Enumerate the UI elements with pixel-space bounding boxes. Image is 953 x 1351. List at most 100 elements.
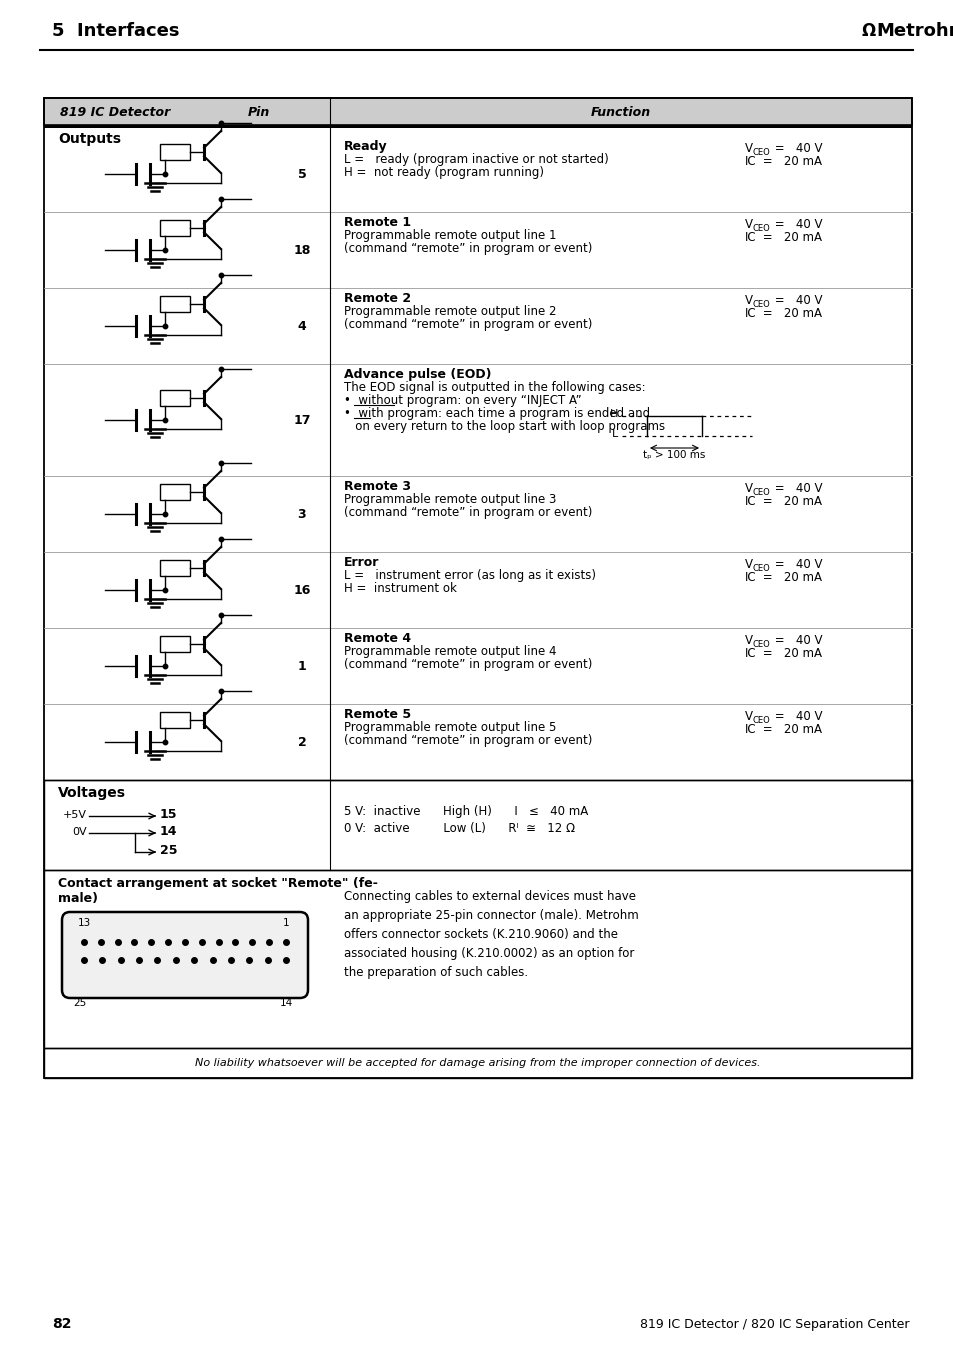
Text: 14: 14 (279, 998, 293, 1008)
Text: L =   ready (program inactive or not started): L = ready (program inactive or not start… (344, 153, 608, 166)
Text: Ready: Ready (344, 141, 387, 153)
Text: 0 V:  active         Low (L)      Rᴵ  ≅   12 Ω: 0 V: active Low (L) Rᴵ ≅ 12 Ω (344, 821, 575, 835)
Text: Function: Function (590, 105, 650, 119)
Text: CEO: CEO (752, 149, 770, 157)
Text: V: V (744, 634, 752, 647)
Text: 5: 5 (297, 168, 306, 181)
Text: =   40 V: = 40 V (770, 295, 821, 307)
Text: +5V: +5V (63, 811, 87, 820)
Text: 1: 1 (297, 661, 306, 673)
Text: =   40 V: = 40 V (770, 482, 821, 494)
Bar (160, 145, 190, 159)
Text: Remote 4: Remote 4 (344, 632, 411, 644)
Text: IC: IC (744, 494, 756, 508)
Text: (command “remote” in program or event): (command “remote” in program or event) (344, 242, 592, 255)
Text: H =  not ready (program running): H = not ready (program running) (344, 166, 543, 178)
Text: Programmable remote output line 4: Programmable remote output line 4 (344, 644, 556, 658)
Text: H =  instrument ok: H = instrument ok (344, 582, 456, 594)
Text: Advance pulse (EOD): Advance pulse (EOD) (344, 367, 491, 381)
Text: Remote 5: Remote 5 (344, 708, 411, 721)
Text: CEO: CEO (752, 716, 770, 725)
Text: =   40 V: = 40 V (770, 218, 821, 231)
Text: =   20 mA: = 20 mA (759, 571, 821, 584)
Text: CEO: CEO (752, 224, 770, 232)
FancyBboxPatch shape (62, 912, 308, 998)
Text: 819 IC Detector / 820 IC Separation Center: 819 IC Detector / 820 IC Separation Cent… (639, 1319, 909, 1331)
Text: IC: IC (744, 231, 756, 245)
Text: H: H (609, 409, 618, 419)
Text: No liability whatsoever will be accepted for damage arising from the improper co: No liability whatsoever will be accepted… (195, 1058, 760, 1069)
Text: CEO: CEO (752, 300, 770, 309)
Text: 1: 1 (282, 917, 289, 928)
Text: 819 IC Detector: 819 IC Detector (60, 105, 170, 119)
Text: 17: 17 (293, 413, 311, 427)
Text: V: V (744, 142, 752, 155)
Text: on every return to the loop start with loop programs: on every return to the loop start with l… (344, 420, 664, 434)
Text: =   40 V: = 40 V (770, 142, 821, 155)
Text: Programmable remote output line 3: Programmable remote output line 3 (344, 493, 556, 507)
Text: IC: IC (744, 307, 756, 320)
Bar (160, 296, 190, 312)
Text: 82: 82 (52, 1317, 71, 1331)
Text: =   20 mA: = 20 mA (759, 723, 821, 736)
Text: 14: 14 (160, 825, 177, 838)
Bar (160, 712, 190, 728)
Text: Remote 1: Remote 1 (344, 216, 411, 230)
Text: •  without program: on every “INJECT A”: • without program: on every “INJECT A” (344, 394, 581, 407)
Text: Connecting cables to external devices must have
an appropriate 25-pin connector : Connecting cables to external devices mu… (344, 890, 639, 979)
Text: (command “remote” in program or event): (command “remote” in program or event) (344, 658, 592, 671)
Text: Outputs: Outputs (58, 132, 121, 146)
Text: =   40 V: = 40 V (770, 711, 821, 723)
Text: male): male) (58, 892, 98, 905)
Text: Remote 2: Remote 2 (344, 292, 411, 305)
Text: 15: 15 (160, 808, 177, 821)
Text: 5 V:  inactive      High (H)      I   ≤   40 mA: 5 V: inactive High (H) I ≤ 40 mA (344, 805, 588, 817)
Text: Remote 3: Remote 3 (344, 480, 411, 493)
Text: The EOD signal is outputted in the following cases:: The EOD signal is outputted in the follo… (344, 381, 645, 394)
Text: 25: 25 (73, 998, 87, 1008)
Text: Metrohm: Metrohm (875, 22, 953, 41)
Text: =   20 mA: = 20 mA (759, 647, 821, 661)
Text: Programmable remote output line 1: Programmable remote output line 1 (344, 230, 556, 242)
Text: 25: 25 (160, 844, 177, 857)
Text: =   40 V: = 40 V (770, 634, 821, 647)
Text: L =   instrument error (as long as it exists): L = instrument error (as long as it exis… (344, 569, 596, 582)
Text: V: V (744, 218, 752, 231)
Text: tₚ > 100 ms: tₚ > 100 ms (642, 450, 705, 459)
Text: Error: Error (344, 557, 379, 569)
Text: =   20 mA: = 20 mA (759, 307, 821, 320)
Text: Programmable remote output line 2: Programmable remote output line 2 (344, 305, 556, 317)
Text: CEO: CEO (752, 640, 770, 648)
Bar (160, 390, 190, 407)
Bar (160, 636, 190, 653)
Text: Voltages: Voltages (58, 786, 126, 800)
Text: V: V (744, 558, 752, 571)
Text: IC: IC (744, 723, 756, 736)
Text: 5  Interfaces: 5 Interfaces (52, 22, 179, 41)
Text: 13: 13 (77, 917, 91, 928)
Text: CEO: CEO (752, 488, 770, 497)
Text: L: L (611, 430, 618, 439)
Text: Programmable remote output line 5: Programmable remote output line 5 (344, 721, 556, 734)
Text: CEO: CEO (752, 563, 770, 573)
Text: Ω: Ω (862, 22, 876, 41)
Text: IC: IC (744, 155, 756, 168)
Text: V: V (744, 295, 752, 307)
Text: V: V (744, 482, 752, 494)
Bar (160, 484, 190, 500)
Bar (44, 870, 911, 1048)
Bar (44, 780, 911, 870)
Text: =   20 mA: = 20 mA (759, 155, 821, 168)
Text: =   40 V: = 40 V (770, 558, 821, 571)
Text: (command “remote” in program or event): (command “remote” in program or event) (344, 317, 592, 331)
Text: 3: 3 (297, 508, 306, 521)
Bar (160, 561, 190, 576)
Text: Pin: Pin (248, 105, 270, 119)
Text: (command “remote” in program or event): (command “remote” in program or event) (344, 507, 592, 519)
Text: 2: 2 (297, 736, 306, 748)
Text: •  with program: each time a program is ended and: • with program: each time a program is e… (344, 407, 649, 420)
Text: Contact arrangement at socket "Remote" (fe-: Contact arrangement at socket "Remote" (… (58, 877, 377, 890)
Text: IC: IC (744, 571, 756, 584)
Text: 18: 18 (293, 245, 311, 257)
Text: 16: 16 (293, 584, 311, 597)
